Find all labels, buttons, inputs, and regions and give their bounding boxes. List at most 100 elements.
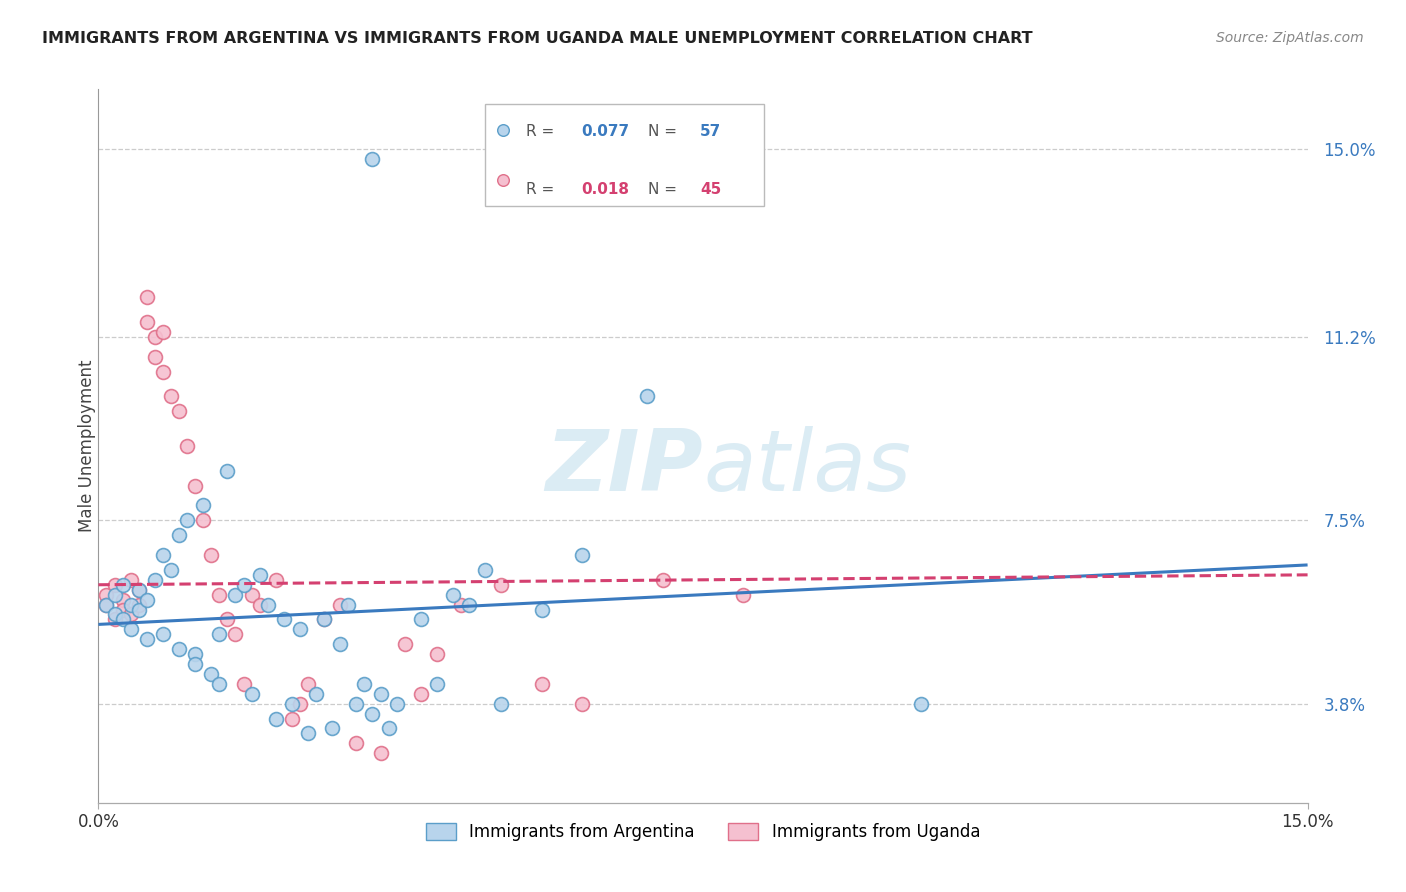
Legend: Immigrants from Argentina, Immigrants from Uganda: Immigrants from Argentina, Immigrants fr… xyxy=(419,816,987,848)
Point xyxy=(120,573,142,587)
Point xyxy=(409,612,432,626)
Point xyxy=(651,573,673,587)
Point xyxy=(240,588,263,602)
Point xyxy=(344,697,367,711)
Point xyxy=(120,623,142,637)
Point xyxy=(103,607,125,622)
Point xyxy=(337,598,360,612)
Point xyxy=(128,602,150,616)
Text: ZIP: ZIP xyxy=(546,425,703,509)
Point xyxy=(152,325,174,339)
Point xyxy=(184,478,207,492)
Point xyxy=(143,330,166,344)
Point xyxy=(208,588,231,602)
Text: IMMIGRANTS FROM ARGENTINA VS IMMIGRANTS FROM UGANDA MALE UNEMPLOYMENT CORRELATIO: IMMIGRANTS FROM ARGENTINA VS IMMIGRANTS … xyxy=(42,31,1033,46)
Point xyxy=(385,697,408,711)
Point xyxy=(370,746,392,760)
Point xyxy=(297,726,319,740)
Point xyxy=(160,389,183,403)
Point xyxy=(120,607,142,622)
Point xyxy=(111,602,134,616)
Point xyxy=(152,548,174,562)
Point xyxy=(152,365,174,379)
Point xyxy=(96,598,118,612)
Point xyxy=(96,598,118,612)
Text: atlas: atlas xyxy=(703,425,911,509)
Point xyxy=(409,687,432,701)
Point xyxy=(264,712,287,726)
Point xyxy=(450,598,472,612)
Point xyxy=(733,588,755,602)
Point xyxy=(249,598,271,612)
Point xyxy=(217,612,239,626)
Point xyxy=(232,578,254,592)
Point xyxy=(224,588,246,602)
Point xyxy=(120,598,142,612)
Point xyxy=(143,350,166,364)
Point xyxy=(160,563,183,577)
Point xyxy=(167,528,190,542)
Point xyxy=(458,598,481,612)
Point xyxy=(200,548,222,562)
Point xyxy=(167,642,190,657)
Point xyxy=(441,588,464,602)
Point xyxy=(217,464,239,478)
Point xyxy=(208,627,231,641)
Point xyxy=(135,315,157,329)
Point xyxy=(200,667,222,681)
Point xyxy=(249,567,271,582)
Point xyxy=(208,677,231,691)
Point xyxy=(571,697,593,711)
Point xyxy=(176,513,198,527)
Point xyxy=(910,697,932,711)
Point xyxy=(111,578,134,592)
Point xyxy=(128,582,150,597)
Text: Source: ZipAtlas.com: Source: ZipAtlas.com xyxy=(1216,31,1364,45)
Point xyxy=(103,588,125,602)
Point xyxy=(474,563,496,577)
Point xyxy=(152,627,174,641)
Point xyxy=(314,612,336,626)
Point xyxy=(193,499,215,513)
Point xyxy=(329,637,352,651)
Point xyxy=(184,647,207,661)
Point xyxy=(361,706,384,721)
Point xyxy=(111,592,134,607)
Point xyxy=(135,592,157,607)
Point xyxy=(240,687,263,701)
Point xyxy=(321,722,343,736)
Point xyxy=(128,582,150,597)
Point xyxy=(281,697,304,711)
Point xyxy=(143,573,166,587)
Point xyxy=(184,657,207,671)
Point xyxy=(530,677,553,691)
Point xyxy=(128,598,150,612)
Point xyxy=(224,627,246,641)
Point xyxy=(193,513,215,527)
Point xyxy=(167,404,190,418)
Y-axis label: Male Unemployment: Male Unemployment xyxy=(79,359,96,533)
Point xyxy=(232,677,254,691)
Point xyxy=(297,677,319,691)
Point xyxy=(103,578,125,592)
Point xyxy=(329,598,352,612)
Point xyxy=(530,602,553,616)
Point xyxy=(256,598,278,612)
Point xyxy=(96,588,118,602)
Point xyxy=(344,736,367,750)
Point xyxy=(353,677,375,691)
Point xyxy=(361,152,384,166)
Point xyxy=(426,647,449,661)
Point xyxy=(288,623,311,637)
Point xyxy=(491,578,513,592)
Point xyxy=(135,632,157,647)
Point xyxy=(636,389,658,403)
Point xyxy=(370,687,392,701)
Point xyxy=(491,697,513,711)
Point xyxy=(305,687,328,701)
Point xyxy=(264,573,287,587)
Point xyxy=(103,612,125,626)
Point xyxy=(111,612,134,626)
Point xyxy=(135,290,157,304)
Point xyxy=(281,712,304,726)
